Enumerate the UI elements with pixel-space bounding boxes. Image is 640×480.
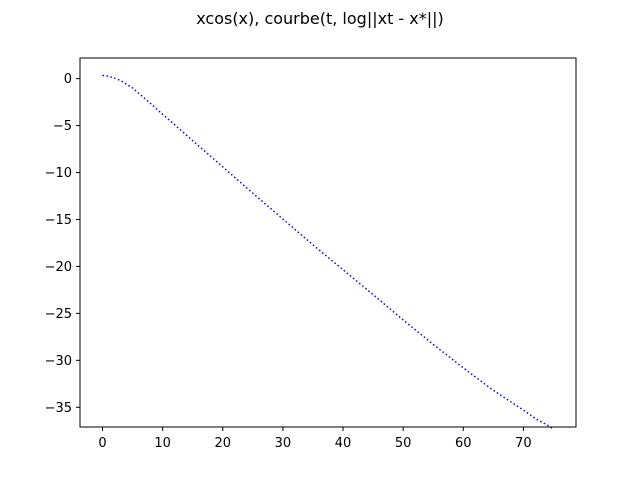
x-tick-label-7: 70	[515, 436, 532, 451]
y-tick-label-0: 0	[64, 72, 72, 87]
plot-frame	[79, 57, 577, 428]
x-tick-label-0: 0	[98, 436, 106, 451]
x-tick-label-4: 40	[335, 436, 352, 451]
y-tick-label-1: −5	[53, 119, 72, 134]
x-tick-label-1: 10	[154, 436, 171, 451]
x-tick-label-5: 50	[395, 436, 412, 451]
y-tick-label-5: −25	[45, 307, 72, 322]
x-tick-label-3: 30	[275, 436, 292, 451]
x-axis: 0 10 20 30 40 50 60 70	[98, 427, 532, 451]
y-tick-label-7: −35	[45, 401, 72, 416]
series-line	[102, 74, 554, 430]
chart-title: xcos(x), courbe(t, log||xt - x*||)	[196, 9, 444, 28]
y-tick-label-3: −15	[45, 213, 72, 228]
y-tick-label-4: −20	[45, 260, 72, 275]
y-axis: 0 −5 −10 −15 −20 −25 −30 −35	[45, 72, 80, 416]
plot-area	[79, 57, 577, 430]
x-tick-label-6: 60	[455, 436, 472, 451]
x-tick-label-2: 20	[215, 436, 232, 451]
y-tick-label-6: −30	[45, 354, 72, 369]
y-tick-label-2: −10	[45, 166, 72, 181]
